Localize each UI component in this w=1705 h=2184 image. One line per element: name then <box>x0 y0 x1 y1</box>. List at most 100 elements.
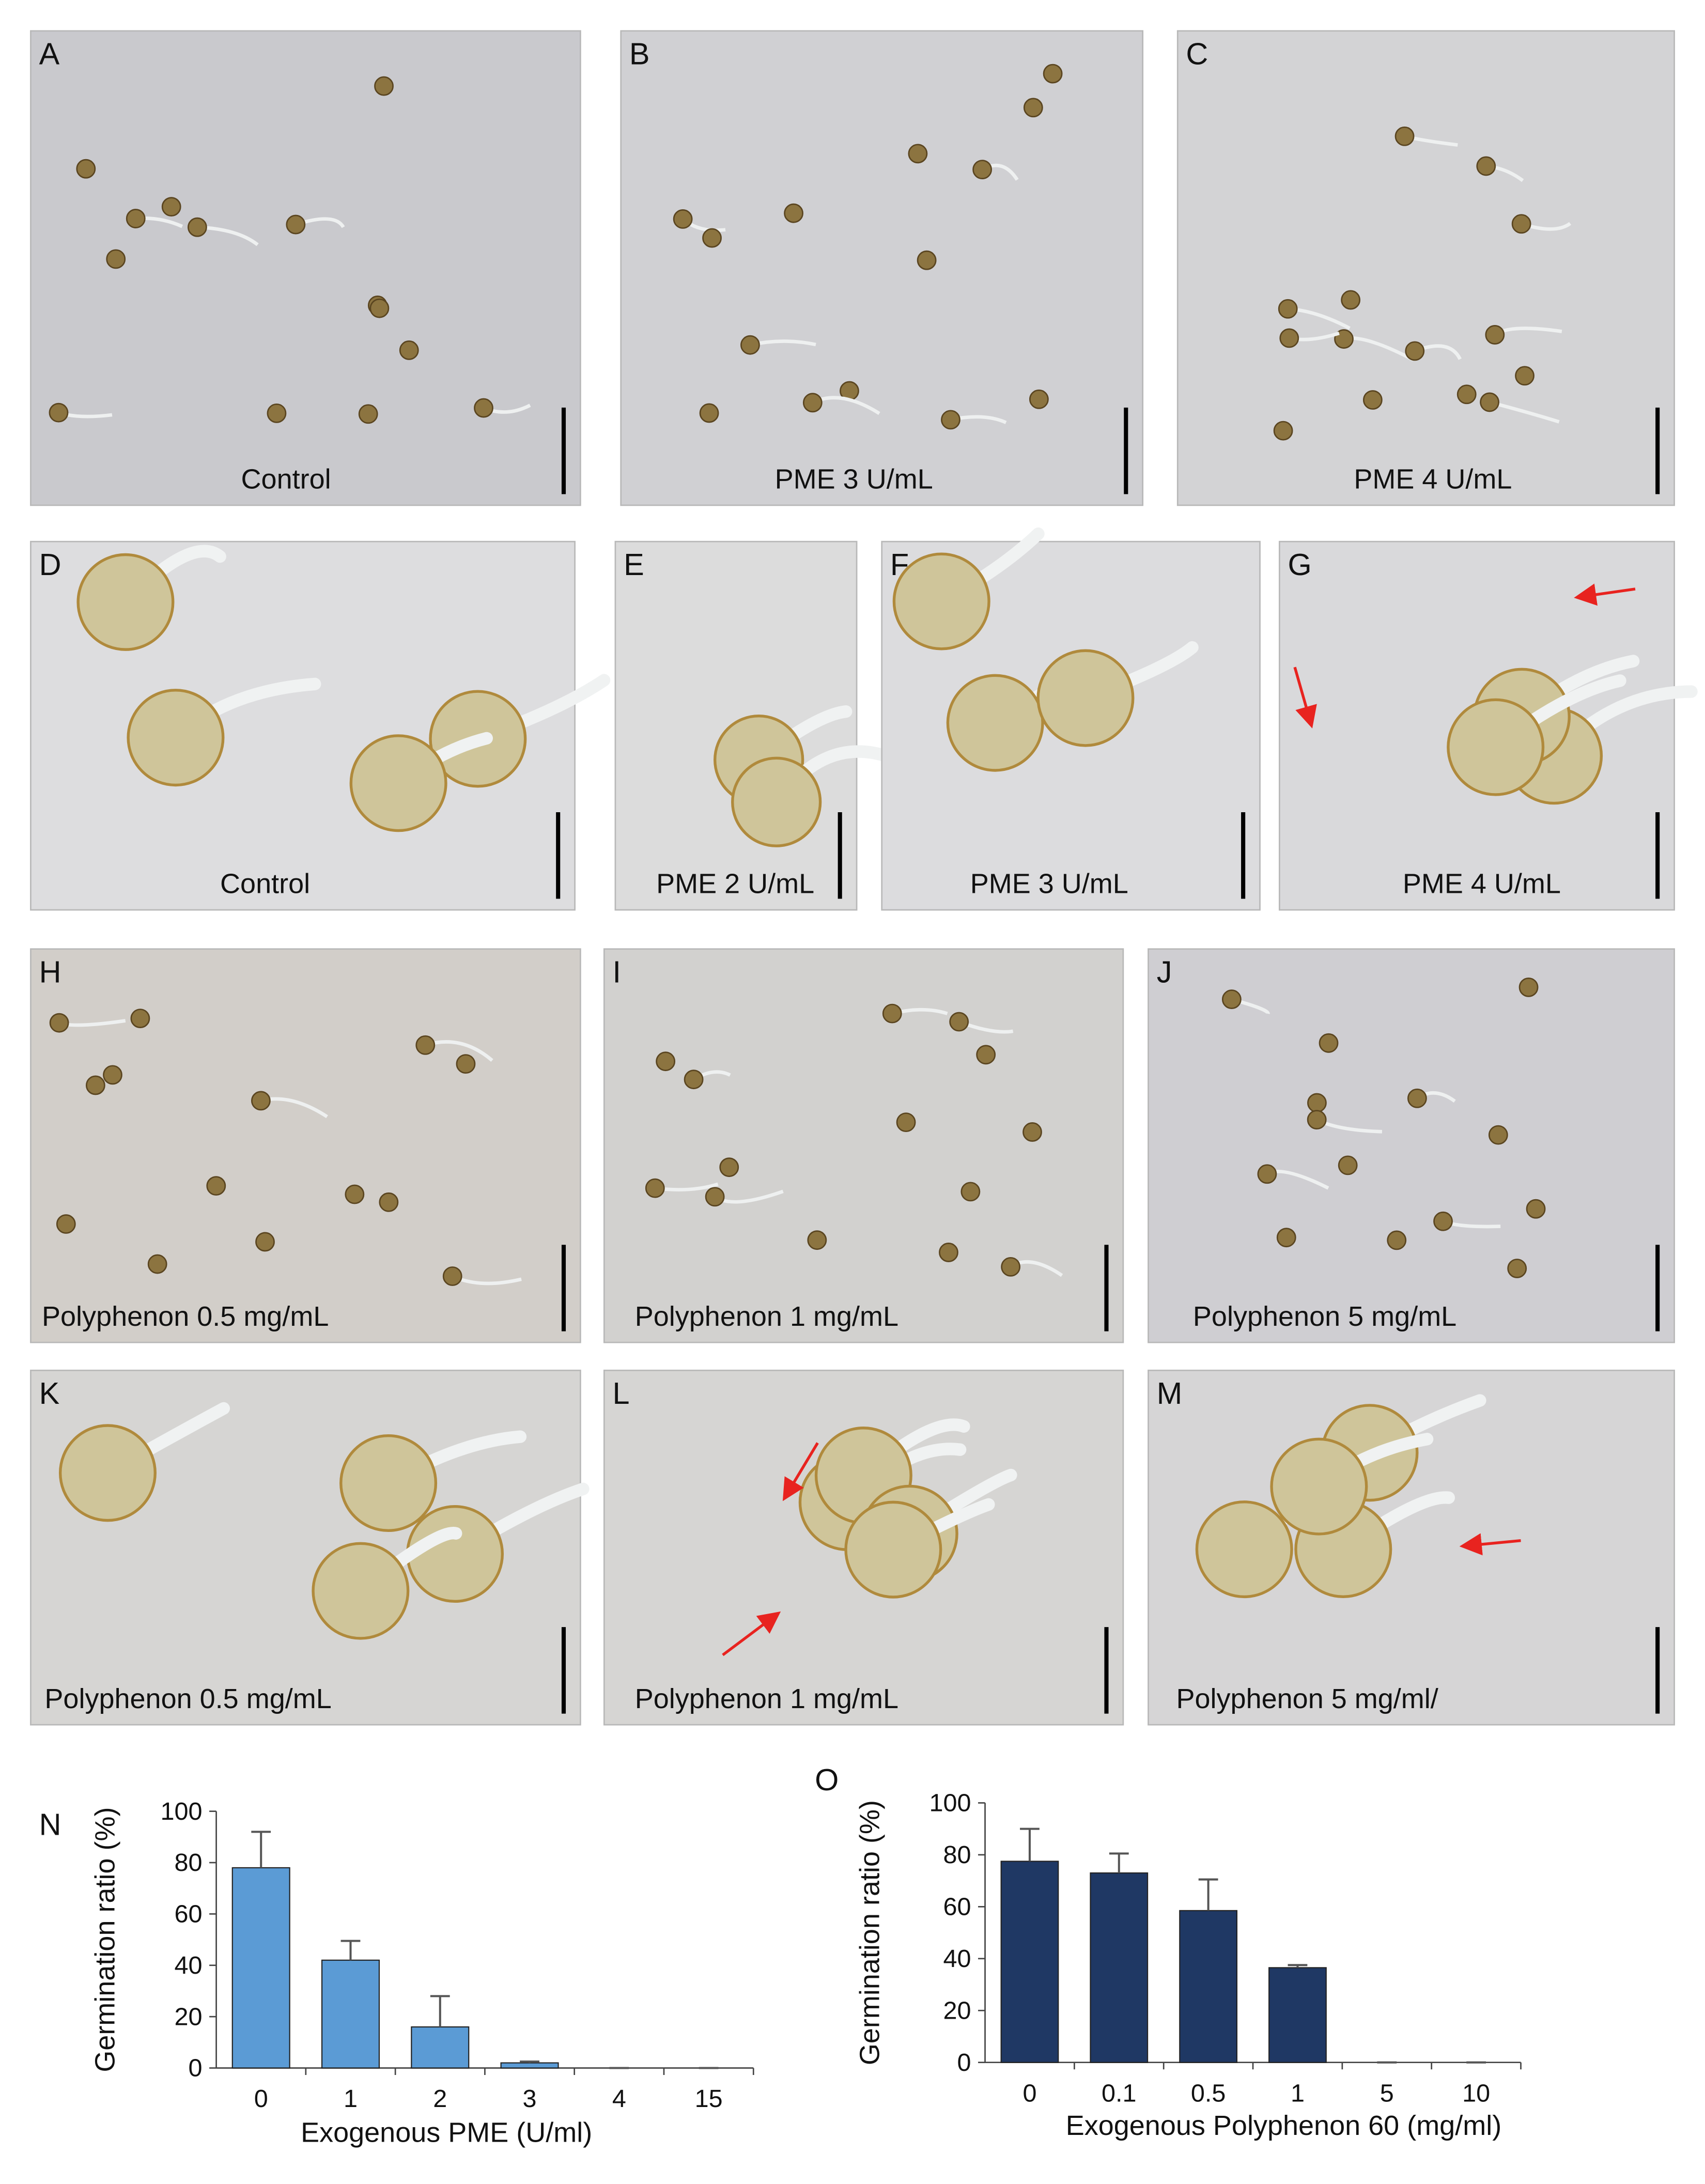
panel: L Polyphenon 1 mg/mL <box>603 1369 1124 1726</box>
panel: H Polyphenon 0.5 mg/mL <box>30 948 581 1343</box>
bar <box>500 2062 559 2069</box>
pollen-grain <box>939 1243 958 1262</box>
panel-caption: PME 3 U/mL <box>970 869 1128 900</box>
pollen-grain <box>1307 1093 1327 1113</box>
x-axis-label: Exogenous PME (U/ml) <box>301 2117 592 2148</box>
bar <box>1268 1967 1327 2063</box>
pollen-grain <box>1476 156 1496 176</box>
pollen-grain <box>1043 64 1063 84</box>
panel-image <box>620 30 1144 506</box>
pollen-grain <box>705 1187 725 1207</box>
x-tick-label: 0 <box>254 2085 268 2113</box>
x-tick-label: 4 <box>612 2085 626 2113</box>
pollen-grain <box>896 1112 916 1133</box>
x-tick-label: 0.1 <box>1102 2079 1137 2107</box>
panel-letter: I <box>613 955 622 989</box>
pollen-grain <box>1507 1259 1527 1278</box>
pollen-grain <box>76 553 175 651</box>
pollen-grain <box>917 250 937 270</box>
pollen-grain <box>1195 1500 1293 1599</box>
pollen-grain <box>1257 1164 1277 1184</box>
bar-chart: N 0 20 40 60 80 100 0 1 2 3 4 15 Germination ratio (%… <box>39 1798 754 2148</box>
panel-letter: K <box>39 1376 60 1411</box>
x-axis-label: Exogenous Polyphenon 60 (mg/ml) <box>1066 2110 1502 2141</box>
pollen-grain <box>474 398 493 418</box>
pollen-grain <box>1023 98 1043 118</box>
pollen-grain <box>1319 1033 1339 1053</box>
panel: A Control <box>30 30 581 506</box>
pollen-grain <box>645 1178 665 1198</box>
pollen-grain <box>802 393 823 413</box>
pollen-grain <box>1307 1110 1327 1130</box>
pollen-grain <box>103 1065 122 1085</box>
pollen-grain <box>106 249 126 269</box>
pollen-grain <box>456 1054 476 1074</box>
y-tick-label: 0 <box>189 2054 203 2082</box>
pollen-grain <box>312 1542 410 1640</box>
panel-caption: Polyphenon 5 mg/mL <box>1193 1301 1456 1332</box>
pollen-grain <box>1511 214 1531 234</box>
bar <box>321 1959 380 2069</box>
pollen-grain <box>127 689 225 787</box>
arrow <box>1293 667 1317 729</box>
pollen-grain <box>1001 1257 1021 1277</box>
pollen-grain <box>699 403 719 423</box>
pollen-grain <box>882 1003 902 1024</box>
bar <box>1090 1872 1149 2063</box>
x-tick-label: 0.5 <box>1191 2079 1226 2107</box>
pollen-grain <box>949 1012 969 1032</box>
y-tick-label: 0 <box>957 2049 971 2077</box>
bar <box>411 2026 470 2069</box>
y-tick-label: 40 <box>943 1945 971 1973</box>
chart-panel-letter: O <box>815 1762 839 1797</box>
red-arrows <box>722 583 1636 1656</box>
pollen-grain <box>415 1035 436 1055</box>
pollen-grain <box>960 1182 981 1202</box>
pollen-grain <box>656 1051 676 1072</box>
pollen-grain <box>85 1075 105 1095</box>
y-tick-label: 60 <box>943 1893 971 1921</box>
pollen-grain <box>684 1070 704 1090</box>
y-tick-label: 80 <box>175 1849 203 1877</box>
bar-chart: O 0 20 40 60 80 100 0 0.1 0.5 1 5 10 Germination rati… <box>815 1762 1522 2141</box>
pollen-grain <box>374 76 394 96</box>
x-tick-label: 0 <box>1022 2079 1036 2107</box>
panel-image <box>1148 948 1675 1343</box>
y-tick-label: 80 <box>943 1841 971 1869</box>
panel-letter: H <box>39 955 61 989</box>
pollen-grain <box>1276 1228 1296 1248</box>
pollen-grain <box>345 1184 365 1204</box>
pollen-grain <box>719 1157 739 1178</box>
pollen-grain <box>130 1009 150 1029</box>
x-tick-label: 1 <box>1291 2079 1305 2107</box>
y-tick-label: 40 <box>175 1951 203 1979</box>
pollen-grain <box>908 144 928 164</box>
panel-caption: Polyphenon 5 mg/ml/ <box>1176 1683 1438 1714</box>
y-tick-label: 100 <box>160 1798 202 1825</box>
pollen-grain <box>187 217 207 237</box>
pollen-grain <box>1515 366 1535 386</box>
panel-letter: J <box>1157 955 1172 989</box>
pollen-grain <box>56 1214 76 1234</box>
pollen-grain <box>1485 325 1505 345</box>
pollen-grain <box>976 1045 996 1065</box>
pollen-grain <box>1405 341 1425 361</box>
pollen-grain <box>1407 1088 1427 1108</box>
pollen-grain <box>946 674 1044 772</box>
pollen-grain <box>255 1232 275 1252</box>
pollen-grain <box>267 403 287 423</box>
panel-image <box>603 948 1124 1343</box>
pollen-grain <box>49 1013 69 1033</box>
panel-caption: PME 3 U/mL <box>775 464 933 495</box>
pollen-grain <box>286 214 306 235</box>
pollen-grain <box>941 410 960 430</box>
pollen-grain <box>1387 1230 1407 1250</box>
y-tick-label: 100 <box>929 1789 971 1817</box>
arrow <box>782 1442 819 1501</box>
pollen-grain <box>206 1176 226 1196</box>
panel-letter: E <box>624 547 644 582</box>
pollen-grain <box>740 335 760 355</box>
pollen-grain <box>1480 392 1499 412</box>
pollen-grain <box>349 734 447 832</box>
